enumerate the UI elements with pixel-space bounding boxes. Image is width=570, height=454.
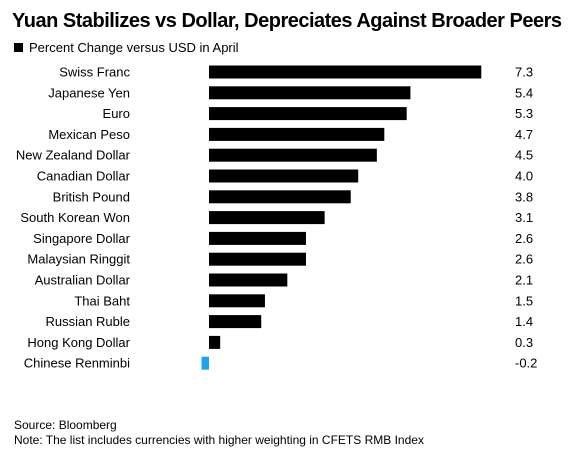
category-label: Japanese Yen: [48, 85, 130, 100]
bar: [209, 127, 385, 141]
data-label: 0.3: [515, 335, 533, 350]
category-label: Singapore Dollar: [33, 231, 131, 246]
bar: [209, 315, 262, 329]
category-label: Thai Baht: [74, 293, 130, 308]
chart-title: Yuan Stabilizes vs Dollar, Depreciates A…: [12, 10, 562, 32]
data-label: 5.3: [515, 106, 533, 121]
bar: [209, 107, 407, 121]
bar: [209, 86, 411, 100]
bar: [209, 273, 288, 287]
bar: [209, 294, 265, 308]
data-label: 2.1: [515, 273, 533, 288]
data-label: 4.0: [515, 169, 533, 184]
data-label: 1.4: [515, 314, 533, 329]
legend-swatch: [14, 43, 23, 52]
bar: [209, 335, 221, 349]
category-label: Mexican Peso: [48, 127, 130, 142]
category-label: Euro: [103, 106, 130, 121]
chart-legend: Percent Change versus USD in April: [14, 40, 239, 55]
data-label: 2.6: [515, 231, 533, 246]
data-label: 3.1: [515, 210, 533, 225]
chart-footer: Source: Bloomberg Note: The list include…: [14, 418, 424, 448]
category-label: Malaysian Ringgit: [27, 252, 130, 267]
bar: [209, 148, 377, 162]
category-label: British Pound: [53, 189, 130, 204]
legend-label: Percent Change versus USD in April: [29, 40, 239, 55]
bar: [209, 231, 306, 245]
category-label: Chinese Renminbi: [24, 356, 130, 371]
source-note: Source: Bloomberg: [14, 418, 117, 432]
category-label: Russian Ruble: [45, 314, 130, 329]
data-label: 7.3: [515, 65, 533, 80]
bar: [209, 169, 359, 183]
data-label: -0.2: [515, 356, 537, 371]
data-label: 2.6: [515, 252, 533, 267]
bar: [201, 356, 209, 370]
data-label: 3.8: [515, 189, 533, 204]
category-label: Australian Dollar: [35, 273, 131, 288]
bar: [209, 65, 482, 79]
bar: [209, 252, 306, 266]
bar: [209, 211, 325, 225]
category-label: South Korean Won: [20, 210, 130, 225]
data-label: 5.4: [515, 85, 533, 100]
category-label: New Zealand Dollar: [16, 148, 131, 163]
data-label: 4.5: [515, 148, 533, 163]
bar: [209, 190, 351, 204]
category-label: Swiss Franc: [59, 65, 130, 80]
category-label: Canadian Dollar: [37, 169, 131, 184]
footnote: Note: The list includes currencies with …: [14, 433, 424, 447]
data-label: 4.7: [515, 127, 533, 142]
category-label: Hong Kong Dollar: [27, 335, 130, 350]
data-label: 1.5: [515, 293, 533, 308]
